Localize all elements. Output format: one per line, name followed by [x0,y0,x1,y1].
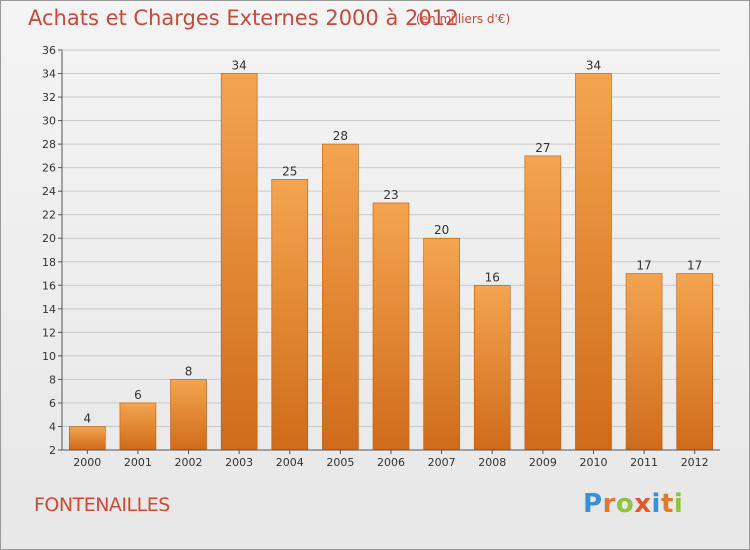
logo-letter: o [615,489,635,519]
y-tick-label: 26 [42,162,56,175]
y-tick-label: 18 [42,256,56,269]
bar [322,143,359,451]
x-tick-label: 2007 [428,456,456,469]
data-label: 27 [535,141,550,155]
logo-letter: r [602,489,616,519]
y-tick-label: 28 [42,138,56,151]
bar [372,202,410,451]
bar [473,284,511,451]
bar [170,379,207,451]
y-tick-label: 32 [42,91,56,104]
bar [69,426,106,451]
logo-letter: t [660,489,674,519]
y-tick-label: 14 [42,303,56,316]
x-tick-label: 2003 [225,456,253,469]
bars: 4 6 8 34 25 28 23 20 16 27 34 17 17 [69,59,713,451]
commune-name: FONTENAILLES [34,494,170,516]
y-tick-label: 24 [42,185,56,198]
y-tick-label: 22 [42,209,56,222]
bar [271,179,309,451]
data-label: 16 [485,270,500,284]
bar [575,73,612,451]
data-label: 34 [232,59,247,73]
x-tick-label: 2001 [124,456,152,469]
y-tick-label: 12 [42,326,56,339]
bar [220,73,258,451]
data-label: 25 [282,164,297,178]
logo-letter: i [673,489,684,519]
y-tick-label: 30 [42,115,56,128]
x-tick-label: 2012 [681,456,709,469]
x-tick-label: 2011 [630,456,658,469]
logo-letter: i [651,489,661,519]
data-label: 20 [434,223,449,237]
logo-letter: P [583,489,603,519]
y-tick-label: 6 [49,397,56,410]
bar [625,273,663,451]
data-label: 8 [185,364,193,378]
x-tick-label: 2000 [73,456,101,469]
bar [524,155,562,451]
chart-title: Achats et Charges Externes 2000 à 2012 [28,6,459,30]
bar [423,237,460,451]
data-label: 6 [134,388,142,402]
y-tick-label: 2 [49,444,56,457]
x-tick-label: 2009 [529,456,557,469]
y-tick-label: 16 [42,279,56,292]
bar [676,273,713,451]
proxiti-logo: Proxiti [583,489,683,519]
x-tick-label: 2008 [478,456,506,469]
x-tick-label: 2002 [175,456,203,469]
y-tick-label: 34 [42,68,56,81]
y-tick-label: 10 [42,350,56,363]
x-tick-label: 2010 [579,456,607,469]
x-tick-label: 2005 [326,456,354,469]
y-tick-label: 20 [42,232,56,245]
logo-letter: x [634,489,652,519]
y-tick-label: 36 [42,44,56,57]
bar [119,402,157,451]
data-label: 28 [333,129,348,143]
chart-subtitle: (en milliers d'€) [416,12,511,26]
data-label: 23 [383,188,398,202]
y-tick-label: 8 [49,373,56,386]
y-tick-label: 4 [49,420,56,433]
data-label: 34 [586,59,601,73]
data-label: 17 [687,259,702,273]
data-label: 17 [636,259,651,273]
x-tick-label: 2004 [276,456,304,469]
x-tick-label: 2006 [377,456,405,469]
data-label: 4 [83,411,91,425]
